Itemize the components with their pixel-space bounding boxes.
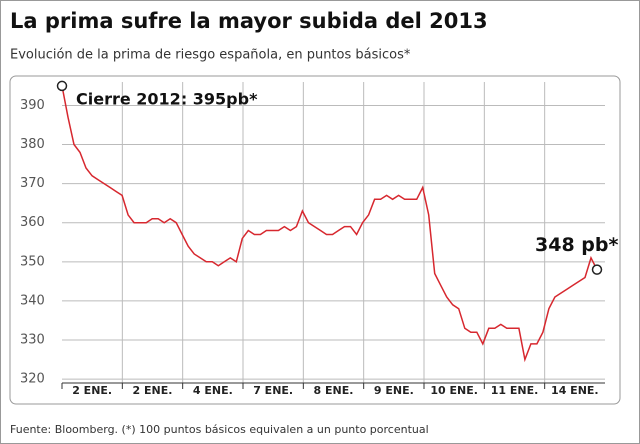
y-tick-label: 330 <box>20 333 45 348</box>
source: Fuente: Bloomberg. (*) 100 puntos básico… <box>10 423 429 436</box>
line <box>61 85 598 363</box>
y-tick-label: 390 <box>20 98 45 113</box>
annotation: 348 pb* <box>535 234 618 256</box>
x-tick-label: 10 ENE. <box>430 384 478 397</box>
y-tick-label: 370 <box>20 176 45 191</box>
x-tick-label: 14 ENE. <box>551 384 599 397</box>
y-tick-label: 340 <box>20 293 45 308</box>
chart-title: La prima sufre la mayor subida del 2013 <box>10 9 488 33</box>
x-tick-label: 4 ENE. <box>193 384 233 397</box>
end-marker <box>56 80 68 92</box>
chart-subtitle: Evolución de la prima de riesgo española… <box>10 48 411 63</box>
annotation: Cierre 2012: 395pb* <box>76 89 258 108</box>
x-tick-label: 2 ENE. <box>72 384 112 397</box>
plot-frame <box>9 75 621 405</box>
y-tick-label: 320 <box>20 372 45 387</box>
y-tick-label: 360 <box>20 215 45 230</box>
x-tick-label: 7 ENE. <box>253 384 293 397</box>
x-tick-label: 11 ENE. <box>491 384 539 397</box>
x-tick-label: 8 ENE. <box>314 384 354 397</box>
end-marker <box>591 264 603 275</box>
y-tick-label: 380 <box>20 137 45 152</box>
x-tick-label: 9 ENE. <box>374 384 414 397</box>
x-tick-label: 2 ENE. <box>133 384 173 397</box>
y-tick-label: 350 <box>20 254 45 269</box>
